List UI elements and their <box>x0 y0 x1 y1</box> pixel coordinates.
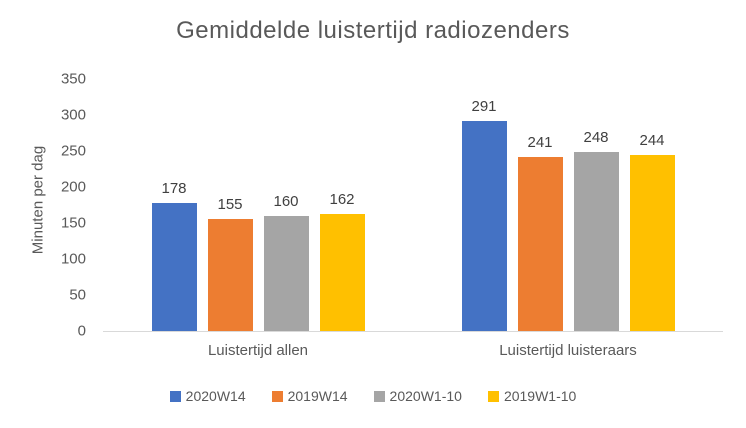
x-axis-line <box>103 331 723 332</box>
bar-value-label: 178 <box>161 180 187 197</box>
bar-group: 291 241 248 244 <box>413 79 723 331</box>
bar-with-label: 244 <box>629 132 675 331</box>
legend-label: 2020W14 <box>185 388 246 404</box>
bar-value-label: 160 <box>273 193 299 210</box>
bar <box>629 155 675 331</box>
bar-value-label: 291 <box>471 98 497 115</box>
x-axis-category-label: Luistertijd allen <box>207 342 309 359</box>
legend-item: 2019W1-10 <box>487 388 577 404</box>
bar <box>319 214 365 331</box>
bar-value-label: 248 <box>583 129 609 146</box>
legend-swatch <box>487 390 499 402</box>
y-axis-tick-label: 50 <box>69 286 86 304</box>
y-axis-tick-label: 250 <box>60 142 86 160</box>
bar-with-label: 160 <box>263 193 309 331</box>
legend-swatch <box>169 390 181 402</box>
bar <box>517 157 563 331</box>
legend-item: 2020W14 <box>169 388 246 404</box>
bar-with-label: 241 <box>517 134 563 331</box>
bar-with-label: 178 <box>151 180 197 331</box>
bar-value-label: 155 <box>217 196 243 213</box>
legend-item: 2020W1-10 <box>373 388 462 404</box>
bar-group: 178 155 160 162 <box>103 79 413 331</box>
legend-label: 2019W1-10 <box>503 388 577 404</box>
bar <box>151 203 197 331</box>
bar-with-label: 162 <box>319 191 365 331</box>
chart-title: Gemiddelde luistertijd radiozenders <box>176 17 570 44</box>
y-axis-tick-label: 100 <box>60 250 86 268</box>
legend-label: 2019W14 <box>287 388 348 404</box>
y-axis-tick-label: 300 <box>60 106 86 124</box>
y-axis-tick-label: 150 <box>60 214 86 232</box>
x-axis-labels: Luistertijd allen Luistertijd luisteraars <box>103 342 723 359</box>
bar-value-label: 241 <box>527 134 553 151</box>
y-axis-ticks: 0 50 100 150 200 250 300 350 <box>0 0 86 428</box>
y-axis-tick-label: 0 <box>77 322 86 340</box>
bar-with-label: 291 <box>461 98 507 331</box>
legend-item: 2019W14 <box>271 388 348 404</box>
bar-value-label: 162 <box>329 191 355 208</box>
bar <box>461 121 507 331</box>
y-axis-tick-label: 200 <box>60 178 86 196</box>
bar-with-label: 248 <box>573 129 619 331</box>
bar <box>263 216 309 331</box>
legend: 2020W14 2019W14 2020W1-10 2019W1-10 <box>0 388 746 404</box>
bar-with-label: 155 <box>207 196 253 331</box>
y-axis-tick-label: 350 <box>60 70 86 88</box>
legend-swatch <box>271 390 283 402</box>
bar-value-label: 244 <box>639 132 665 149</box>
bar <box>573 152 619 331</box>
legend-swatch <box>373 390 385 402</box>
plot-area: 178 155 160 162 291 241 248 244 <box>103 79 723 331</box>
bar <box>207 219 253 331</box>
legend-label: 2020W1-10 <box>389 388 462 404</box>
x-axis-category-label: Luistertijd luisteraars <box>499 342 637 359</box>
